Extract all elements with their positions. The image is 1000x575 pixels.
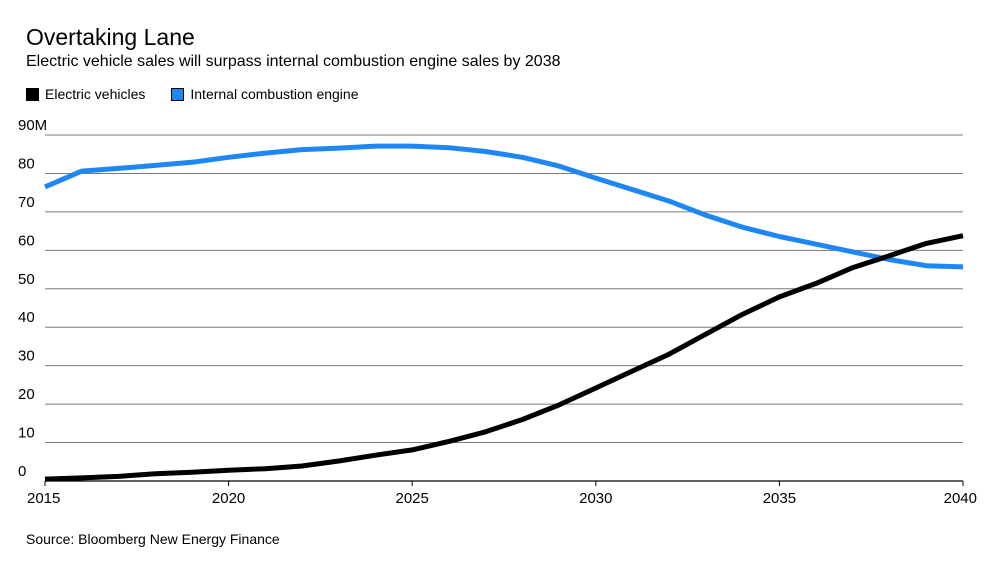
chart-title: Overtaking Lane: [26, 24, 195, 50]
legend-swatch-electric-vehicles: [26, 87, 39, 101]
x-tick-label-2030: 2030: [579, 490, 612, 507]
y-tick-label-10: 10: [18, 425, 35, 442]
y-tick-label-50: 50: [18, 271, 35, 288]
x-tick-label-2015: 2015: [27, 490, 60, 507]
legend-item-electric-vehicles: Electric vehicles: [26, 84, 145, 104]
x-tick-label-2020: 2020: [212, 490, 245, 507]
legend-label-internal-combustion-engine: Internal combustion engine: [190, 86, 359, 102]
y-tick-label-90: 90M: [18, 117, 47, 134]
y-tick-label-30: 30: [18, 348, 35, 365]
chart-source: Source: Bloomberg New Energy Finance: [26, 531, 280, 547]
series-line-electric-vehicles: [44, 233, 964, 482]
x-tick-label-2040: 2040: [944, 490, 977, 507]
legend-swatch-internal-combustion-engine: [171, 87, 185, 101]
y-tick-label-20: 20: [18, 386, 35, 403]
x-tick-label-2035: 2035: [763, 490, 796, 507]
chart-legend: Electric vehicles Internal combustion en…: [26, 84, 384, 104]
y-tick-label-80: 80: [18, 155, 35, 172]
series-line-internal-combustion-engine: [44, 143, 964, 270]
y-tick-label-0: 0: [18, 463, 26, 480]
y-tick-label-70: 70: [18, 194, 35, 211]
legend-label-electric-vehicles: Electric vehicles: [45, 86, 146, 102]
x-tick-label-2025: 2025: [396, 490, 429, 507]
y-tick-label-60: 60: [18, 232, 35, 249]
chart-subtitle: Electric vehicle sales will surpass inte…: [26, 53, 561, 70]
y-tick-label-40: 40: [18, 309, 35, 326]
legend-item-internal-combustion-engine: Internal combustion engine: [171, 84, 358, 104]
